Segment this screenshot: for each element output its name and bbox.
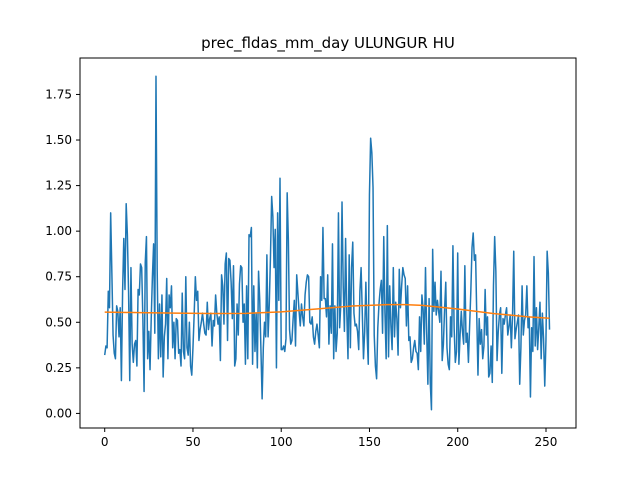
y-tick-label: 1.25 — [45, 179, 72, 193]
y-tick-label: 0.00 — [45, 406, 72, 420]
y-tick-label: 0.75 — [45, 270, 72, 284]
y-tick-label: 0.25 — [45, 361, 72, 375]
y-tick-label: 0.50 — [45, 315, 72, 329]
chart-title: prec_fldas_mm_day ULUNGUR HU — [201, 34, 455, 52]
ticks-layer: 0 50 100 150 200 250 0.00 0.25 0.50 0.75 1.00 1.25 1… — [45, 87, 557, 449]
x-tick-label: 250 — [535, 435, 558, 449]
x-tick-label: 200 — [446, 435, 469, 449]
precipitation-series-line — [103, 75, 551, 411]
y-tick-label: 1.75 — [45, 87, 72, 101]
x-tick-label: 150 — [358, 435, 381, 449]
y-tick-label: 1.00 — [45, 224, 72, 238]
x-tick-label: 0 — [101, 435, 109, 449]
x-tick-label: 50 — [185, 435, 200, 449]
axes-frame — [79, 57, 577, 429]
x-tick-label: 100 — [270, 435, 293, 449]
trend-series-line — [104, 303, 550, 320]
lines-layer — [103, 75, 551, 411]
y-tick-label: 1.50 — [45, 133, 72, 147]
